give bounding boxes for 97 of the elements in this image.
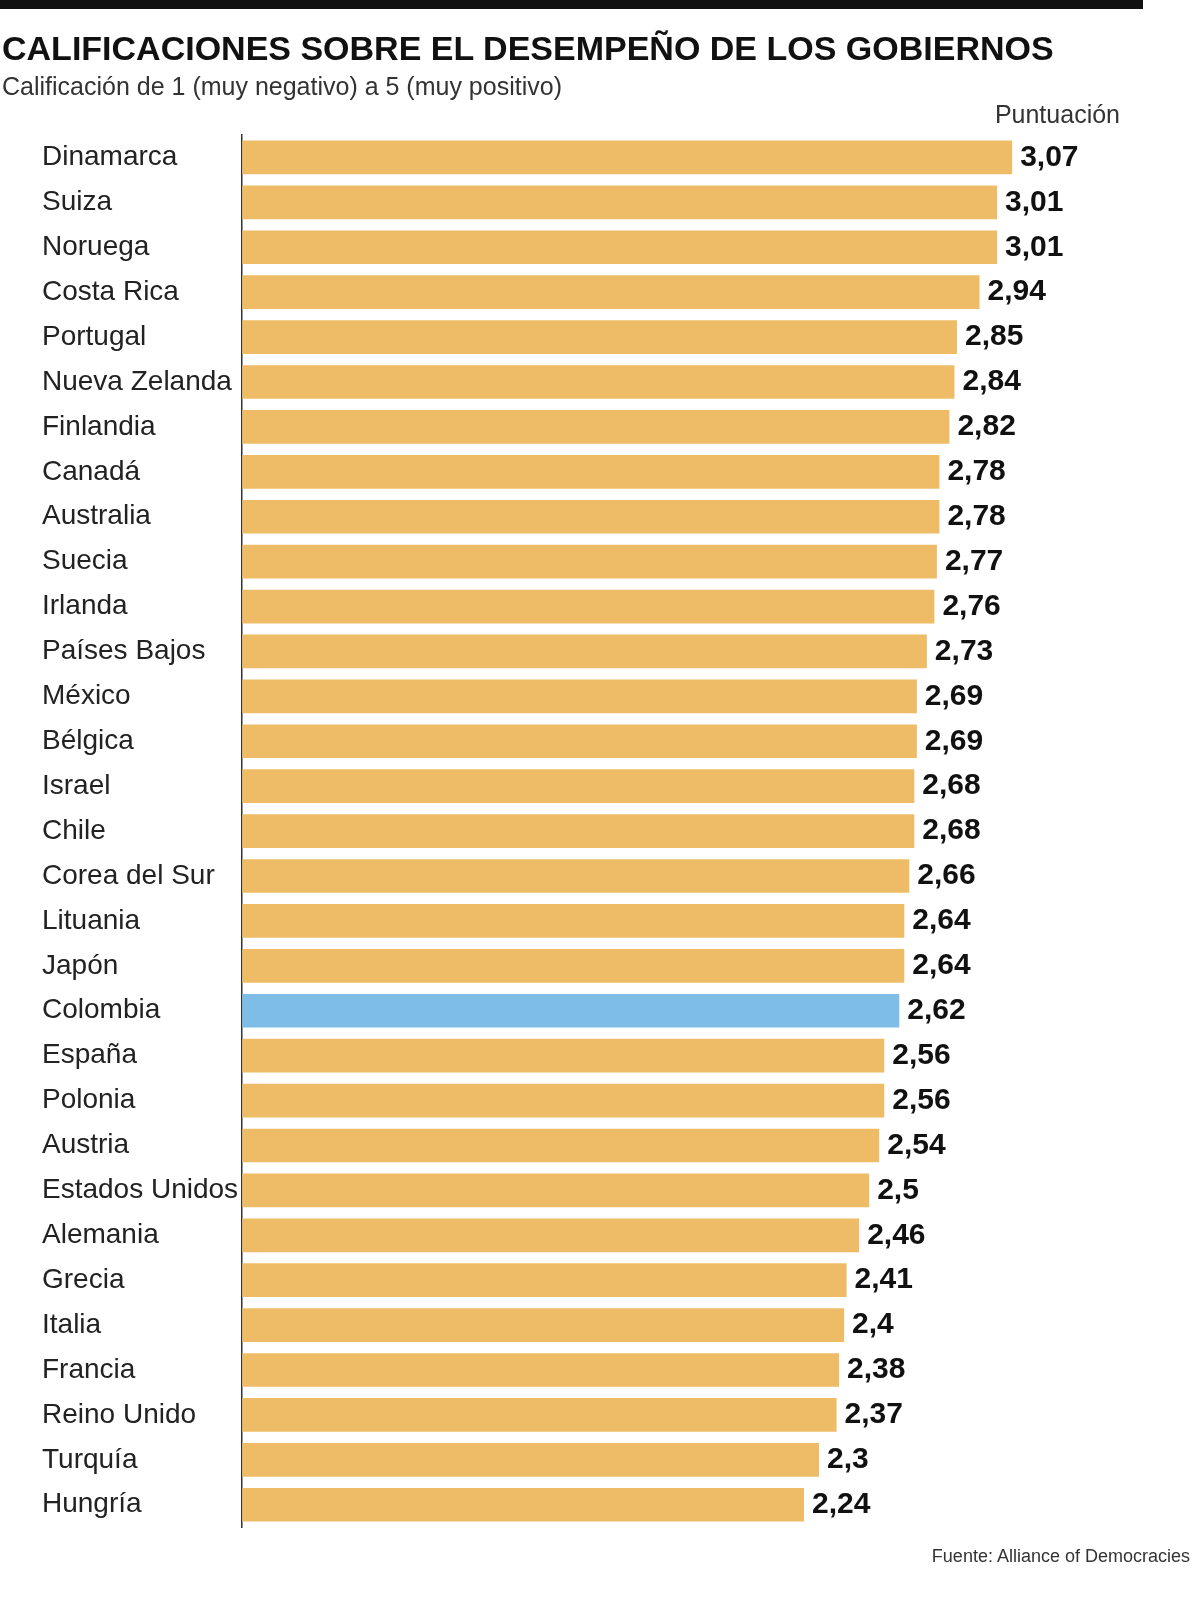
data-label: 2,56 [892,1081,951,1115]
y-tick-label: Hungría [42,1487,143,1519]
bar [242,1353,840,1387]
bar [242,679,917,714]
data-label: 2,78 [947,453,1006,487]
y-tick-label: Suiza [42,185,113,217]
data-label: 2,4 [852,1306,895,1340]
bar [242,1398,837,1432]
data-label: 2,68 [922,767,981,801]
bar [242,993,900,1028]
data-label: 2,68 [922,812,981,846]
bar [242,1173,870,1208]
bar [242,454,940,489]
data-label: 2,78 [947,498,1006,531]
chart-subtitle: Calificación de 1 (muy negativo) a 5 (muy positivo) [2,72,563,101]
data-label: 3,01 [1005,228,1064,262]
data-label: 2,94 [987,273,1047,307]
data-label: 2,3 [827,1441,869,1475]
data-label: 2,46 [867,1216,926,1250]
bar [242,230,998,265]
y-tick-label: Grecia [42,1262,125,1294]
data-label: 2,76 [942,587,1001,621]
data-label: 2,38 [847,1351,906,1385]
bar [242,948,905,983]
bar [242,140,1013,175]
y-tick-label: Portugal [42,319,147,351]
y-tick-label: Turquía [42,1442,138,1474]
bar [242,1263,847,1298]
y-tick-label: Canadá [42,454,141,486]
bar [242,365,955,399]
bar [242,1128,880,1163]
y-tick-label: Nueva Zelanda [42,364,233,396]
bar [242,724,917,759]
y-tick-label: Colombia [42,993,161,1025]
y-tick-label: Costa Rica [42,274,180,306]
bar [242,904,905,938]
y-tick-label: Australia [42,499,152,531]
y-tick-label: Polonia [42,1083,136,1115]
y-tick-label: Irlanda [42,589,129,621]
y-tick-label: Alemania [42,1218,160,1250]
data-label: 2,73 [934,632,994,666]
bar [242,814,915,848]
chart-title: CALIFICACIONES SOBRE EL DESEMPEÑO DE LOS GOBIERNOS [2,29,1055,68]
y-tick-label: Italia [42,1307,102,1339]
data-label: 2,37 [844,1396,903,1430]
y-tick-label: Chile [42,813,106,845]
bar [242,1487,804,1522]
bar [242,1083,885,1118]
data-label: 2,24 [811,1486,871,1520]
bar [242,1038,885,1073]
bar [242,499,940,534]
bar [242,275,980,310]
bar [242,589,935,624]
y-tick-label: Finlandia [42,409,157,441]
bar [242,1308,845,1342]
y-tick-label: Noruega [42,229,150,261]
data-label: 2,69 [924,677,984,711]
bar [242,320,957,354]
y-tick-label: Reino Unido [42,1397,197,1429]
y-tick-label: Estados Unidos [42,1173,239,1205]
data-label: 2,41 [854,1261,913,1295]
data-label: 2,66 [917,857,976,891]
bar [242,1442,820,1477]
data-label: 2,84 [962,363,1022,397]
bar [242,769,915,804]
y-tick-label: España [42,1038,138,1070]
bar [242,859,910,893]
y-tick-label: Dinamarca [42,140,178,172]
data-label: 2,54 [887,1126,946,1160]
data-label: 2,69 [924,722,984,756]
data-label: 2,77 [944,542,1004,576]
data-label: 3,07 [1020,138,1079,172]
bar [242,544,937,579]
data-label: 2,64 [912,947,971,981]
bar [242,410,950,444]
data-label: 2,64 [912,902,971,936]
y-tick-label: Lituania [42,903,141,935]
data-label: 2,85 [964,318,1024,352]
y-tick-label: Francia [42,1352,136,1384]
bar [242,634,927,669]
data-label: 2,5 [877,1171,919,1205]
y-tick-label: México [42,679,131,711]
data-label: 2,56 [892,1036,951,1070]
y-tick-label: Bélgica [42,724,135,755]
x-axis-title: Puntuación [994,99,1120,128]
data-label: 2,82 [957,408,1016,442]
y-tick-label: Suecia [42,544,129,576]
y-tick-label: Israel [42,768,111,800]
bar [242,1218,860,1253]
y-tick-label: Japón [42,948,119,980]
y-tick-label: Países Bajos [42,634,206,666]
bar [242,185,998,220]
source-note: Fuente: Alliance of Democracies [930,1546,1190,1567]
data-label: 3,01 [1005,183,1064,217]
data-label: 2,62 [907,992,966,1025]
y-tick-label: Corea del Sur [42,858,215,890]
y-tick-label: Austria [42,1128,130,1160]
